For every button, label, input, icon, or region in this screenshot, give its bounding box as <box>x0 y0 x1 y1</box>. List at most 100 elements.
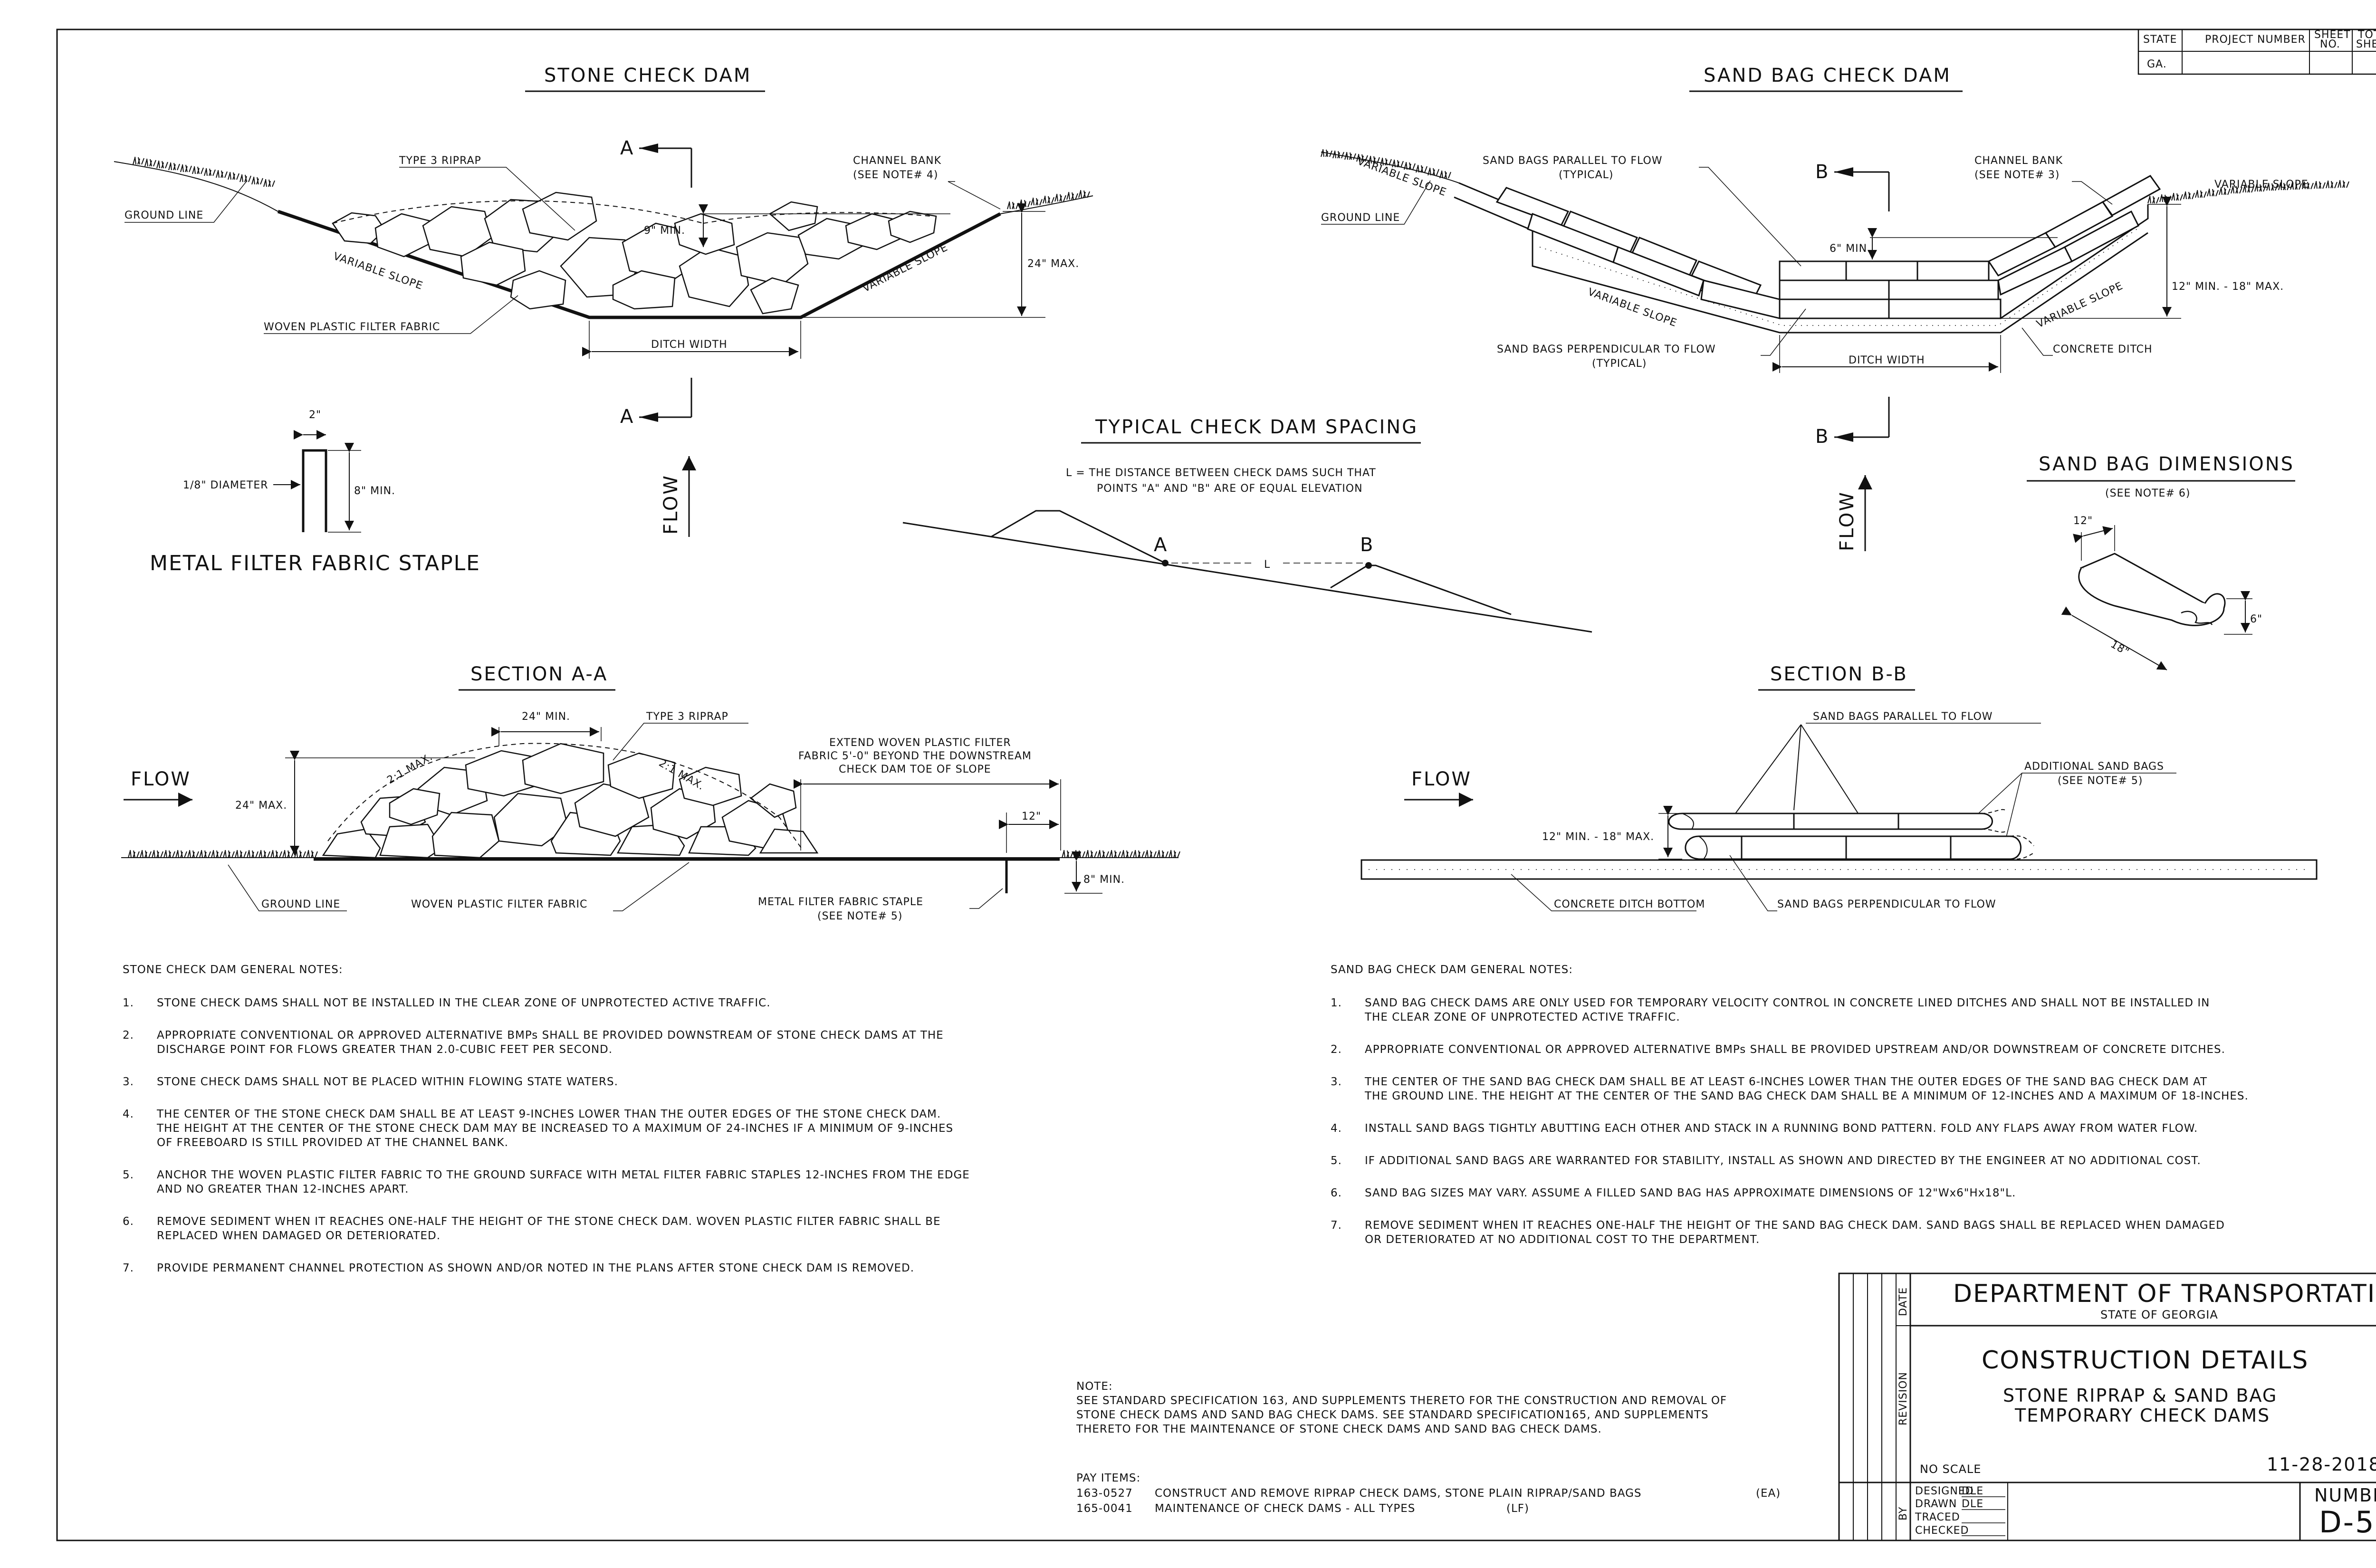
sand-notes-heading: SAND BAG CHECK DAM GENERAL NOTES: <box>1331 964 1573 976</box>
stone-note-text: APPROPRIATE CONVENTIONAL OR APPROVED ALT… <box>157 1029 944 1042</box>
pay-item-1-code: 163-0527 <box>1076 1487 1133 1500</box>
stone-note-text: STONE CHECK DAMS SHALL NOT BE INSTALLED … <box>157 997 771 1009</box>
dims-length: 18" <box>2108 639 2131 659</box>
sand-note-text: INSTALL SAND BAGS TIGHTLY ABUTTING EACH … <box>1365 1122 2198 1135</box>
stone-channel-bank-note: (SEE NOTE# 4) <box>853 169 938 181</box>
block-state-header: STATE <box>2143 34 2177 46</box>
dims-note: (SEE NOTE# 6) <box>2105 488 2190 499</box>
section-bb-view: SECTION B-B SAND BAGS PARALLEL TO FLOW A… <box>1360 663 2318 911</box>
sand-bag-check-dam-view: SAND BAG CHECK DAM <box>1321 65 2349 551</box>
spacing-note-line2: POINTS "A" AND "B" ARE OF EQUAL ELEVATIO… <box>1097 483 1363 495</box>
section-aa-twelve: 12" <box>1022 811 1041 822</box>
staple-eight-min: 8" MIN. <box>354 485 395 497</box>
tb-designed-value: DLE <box>1962 1485 1983 1497</box>
stone-note-text: ANCHOR THE WOVEN PLASTIC FILTER FABRIC T… <box>157 1169 970 1181</box>
sand-note-text: THE CLEAR ZONE OF UNPROTECTED ACTIVE TRA… <box>1364 1011 1680 1023</box>
section-bb-perp: SAND BAGS PERPENDICULAR TO FLOW <box>1777 899 1996 910</box>
stone-ground-line-label: GROUND LINE <box>125 210 203 221</box>
block-sheet-no-header: NO. <box>2320 38 2340 50</box>
dims-height: 6" <box>2250 613 2262 625</box>
section-cut-b-top: B <box>1815 161 1830 183</box>
project-block: STATE PROJECT NUMBER SHEET NO. TOTAL SHE… <box>2137 29 2376 75</box>
stone-note-number: 7. <box>123 1262 134 1274</box>
sand-bag-dimensions-view: SAND BAG DIMENSIONS (SEE NOTE# 6) 12" 6"… <box>2027 453 2295 670</box>
stone-note-number: 1. <box>123 997 134 1009</box>
spacing-point-a: A <box>1154 534 1168 556</box>
section-aa-extend-2: FABRIC 5'-0" BEYOND THE DOWNSTREAM <box>798 750 1032 762</box>
section-cut-b-bottom: B <box>1815 426 1830 448</box>
sandbag-variable-slope-lower-right: VARIABLE SLOPE <box>2035 280 2125 330</box>
sandbag-flow-label: FLOW <box>1836 491 1858 551</box>
stone-note-number: 5. <box>123 1169 134 1181</box>
tb-state: STATE OF GEORGIA <box>2100 1308 2218 1321</box>
sand-note-number: 2. <box>1331 1043 1342 1056</box>
section-aa-flow: FLOW <box>131 768 191 790</box>
tb-revision-label: REVISION <box>1897 1372 1909 1425</box>
stone-note-number: 3. <box>123 1076 134 1088</box>
sandbag-parallel-typical: (TYPICAL) <box>1559 169 1613 181</box>
pay-items-heading: PAY ITEMS: <box>1076 1472 1140 1484</box>
tb-number-label: NUMBER <box>2314 1485 2376 1506</box>
section-aa-min24: 24" MIN. <box>522 711 570 723</box>
sand-notes: SAND BAG CHECK DAM GENERAL NOTES: 1. SAND… <box>1331 964 2249 1246</box>
block-state-value: GA. <box>2147 58 2167 70</box>
section-aa-extend-1: EXTEND WOVEN PLASTIC FILTER <box>829 737 1011 749</box>
sand-note-text: SAND BAG CHECK DAMS ARE ONLY USED FOR TE… <box>1365 997 2210 1009</box>
sand-note-number: 5. <box>1331 1155 1342 1167</box>
tb-date-label: DATE <box>1897 1287 1909 1316</box>
section-aa-type3: TYPE 3 RIPRAP <box>646 711 728 723</box>
sand-note-number: 4. <box>1331 1122 1342 1135</box>
tb-construction: CONSTRUCTION DETAILS <box>1982 1346 2309 1375</box>
stone-variable-slope-right: VARIABLE SLOPE <box>861 241 949 295</box>
pay-item-2-desc: MAINTENANCE OF CHECK DAMS - ALL TYPES <box>1155 1502 1415 1515</box>
stone-note-number: 4. <box>123 1108 134 1120</box>
sandbag-ditch-width: DITCH WIDTH <box>1849 354 1925 366</box>
stone-max24-label: 24" MAX. <box>1027 258 1079 270</box>
tb-date: 11-28-2018 <box>2267 1454 2376 1475</box>
sandbag-ground-line: GROUND LINE <box>1321 212 1400 224</box>
section-cut-a-top: A <box>620 137 634 159</box>
sandbag-height-label: 12" MIN. - 18" MAX. <box>2172 281 2284 293</box>
sandbag-variable-slope-left: VARIABLE SLOPE <box>1356 155 1448 199</box>
section-bb-add-note: (SEE NOTE# 5) <box>2058 775 2143 787</box>
spacing-point-b: B <box>1360 534 1374 556</box>
stone-note-text: PROVIDE PERMANENT CHANNEL PROTECTION AS … <box>157 1262 914 1274</box>
tb-drawn-label: DRAWN <box>1915 1498 1957 1510</box>
spacing-note-line1: L = THE DISTANCE BETWEEN CHECK DAMS SUCH… <box>1066 467 1376 479</box>
note-heading: NOTE: <box>1076 1380 1113 1393</box>
sand-note-number: 7. <box>1331 1219 1342 1232</box>
sandbag-six-min: 6" MIN. <box>1830 243 1871 255</box>
section-aa-ground: GROUND LINE <box>261 899 340 910</box>
check-dam-spacing-view: TYPICAL CHECK DAM SPACING L = THE DISTAN… <box>902 416 1592 633</box>
section-bb-height: 12" MIN. - 18" MAX. <box>1542 831 1654 843</box>
section-bb-title: SECTION B-B <box>1770 663 1908 685</box>
sandbag-channel-bank-note: (SEE NOTE# 3) <box>1974 169 2060 181</box>
tb-by-label: BY <box>1897 1507 1909 1520</box>
section-cut-a-bottom: A <box>620 406 634 428</box>
sandbag-channel-bank: CHANNEL BANK <box>1974 155 2063 167</box>
pay-item-1-unit: (EA) <box>1756 1487 1781 1500</box>
spacing-title: TYPICAL CHECK DAM SPACING <box>1095 416 1418 438</box>
general-note: NOTE: SEE STANDARD SPECIFICATION 163, AN… <box>1076 1380 1781 1515</box>
stone-note-number: 2. <box>123 1029 134 1042</box>
block-total-sheets-header: SHEETS <box>2356 38 2376 50</box>
tb-subtitle-2: TEMPORARY CHECK DAMS <box>2014 1405 2270 1426</box>
section-bb-bottom: CONCRETE DITCH BOTTOM <box>1554 899 1705 910</box>
stone-note-text: AND NO GREATER THAN 12-INCHES APART. <box>157 1183 409 1195</box>
stone-type3-label: TYPE 3 RIPRAP <box>399 155 481 167</box>
sand-note-text: THE GROUND LINE. THE HEIGHT AT THE CENTE… <box>1364 1090 2249 1102</box>
sand-note-text: APPROPRIATE CONVENTIONAL OR APPROVED ALT… <box>1365 1043 2225 1056</box>
stone-note-text: REPLACED WHEN DAMAGED OR DETERIORATED. <box>157 1230 441 1242</box>
block-total-header: TOTAL <box>2357 29 2376 41</box>
sand-note-number: 1. <box>1331 997 1342 1009</box>
sand-note-text: SAND BAG SIZES MAY VARY. ASSUME A FILLED… <box>1365 1187 2016 1199</box>
stone-note-text: DISCHARGE POINT FOR FLOWS GREATER THAN 2… <box>157 1043 613 1056</box>
staple-diameter-label: 1/8" DIAMETER <box>183 479 268 491</box>
dims-width: 12" <box>2073 515 2093 527</box>
dims-title: SAND BAG DIMENSIONS <box>2039 453 2294 475</box>
section-aa-stones <box>322 743 819 859</box>
section-aa-eight: 8" MIN. <box>1083 874 1125 886</box>
section-bb-parallel: SAND BAGS PARALLEL TO FLOW <box>1813 711 1993 723</box>
block-sheet-header: SHEET <box>2314 29 2351 41</box>
sand-note-number: 3. <box>1331 1076 1342 1088</box>
